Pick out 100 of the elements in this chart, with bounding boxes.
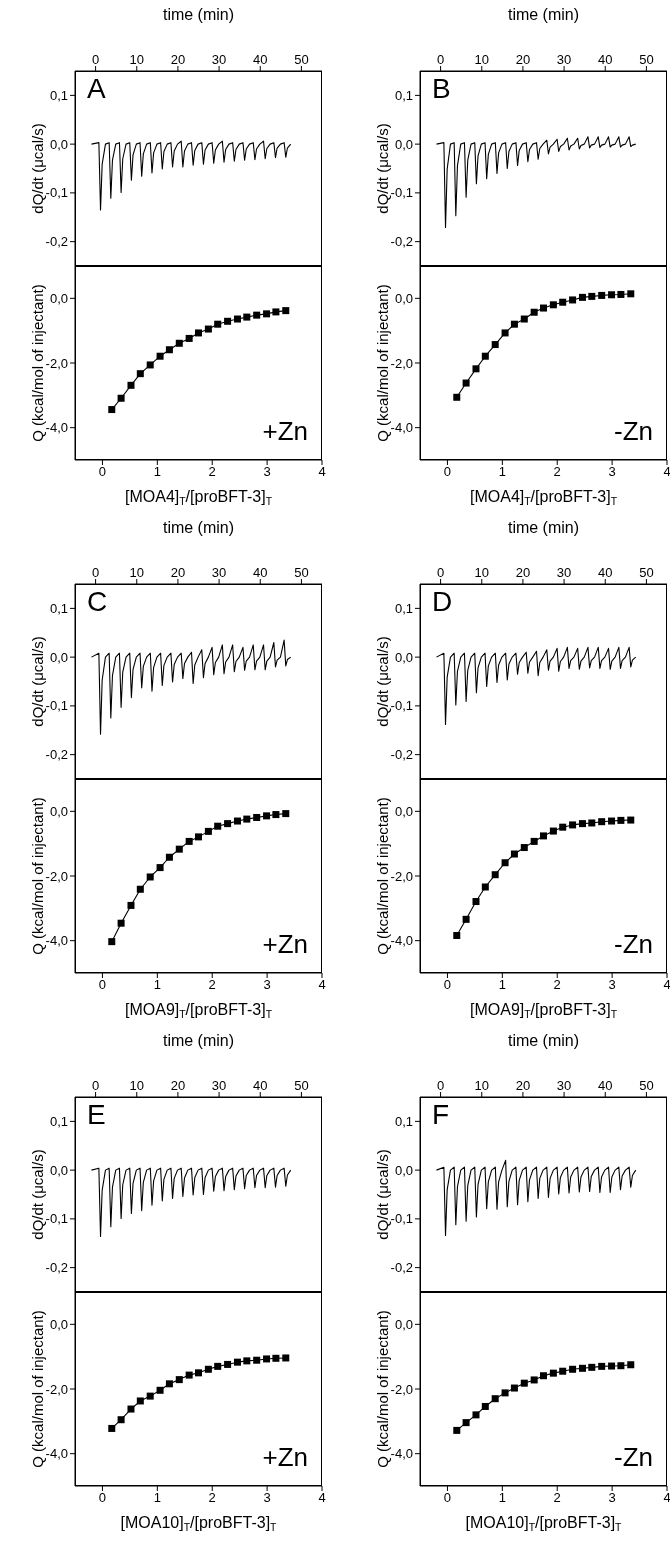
x-tick-label: 0 — [98, 1490, 107, 1506]
y-tick-label: -0,1 — [45, 185, 68, 201]
annotation: +Zn — [262, 929, 308, 959]
y-axis-title: dQ/dt (μcal/s) — [28, 1149, 46, 1240]
annotation: -Zn — [614, 929, 653, 959]
point — [540, 1372, 547, 1380]
point — [569, 1365, 577, 1373]
y-axis-title: Q (kcal/mol of injectant) — [28, 284, 46, 442]
y-tick-label: -0,2 — [45, 234, 68, 250]
y-tick-label: -4,0 — [45, 1446, 68, 1462]
point — [117, 1416, 125, 1424]
point — [627, 290, 635, 298]
point — [530, 308, 538, 316]
point — [263, 310, 271, 318]
point — [453, 1426, 461, 1434]
point — [185, 837, 193, 845]
x-tick-label: 40 — [598, 565, 613, 580]
point — [233, 817, 241, 825]
annotation: F — [432, 1099, 450, 1130]
point — [272, 1354, 280, 1362]
x-tick-label: 10 — [129, 1078, 144, 1093]
point — [127, 1405, 135, 1413]
point — [214, 822, 222, 830]
x-tick-label: 3 — [263, 977, 271, 993]
x-axis-title: [MOA4]$_{T}$/[proBFT-3]$_{T}$ — [470, 488, 618, 507]
x-tick-label: 2 — [208, 1490, 216, 1506]
point — [146, 873, 154, 881]
point — [578, 1364, 586, 1372]
point — [569, 821, 577, 829]
x-tick-label: 4 — [318, 1490, 326, 1506]
point — [472, 365, 480, 373]
y-tick-label: -0,1 — [390, 1211, 413, 1227]
point — [165, 1380, 173, 1388]
x-tick-label: 10 — [129, 52, 144, 67]
point — [598, 818, 606, 826]
x-tick-label: 2 — [553, 464, 561, 480]
x-tick-label: 2 — [208, 464, 216, 480]
point — [108, 938, 116, 946]
y-tick-label: 0,0 — [49, 290, 68, 306]
y-axis-title: dQ/dt (μcal/s) — [28, 123, 46, 214]
y-tick-label: 0,1 — [394, 87, 413, 103]
x-tick-label: 3 — [608, 977, 616, 993]
point — [569, 296, 577, 304]
point — [224, 317, 232, 325]
point — [243, 1357, 251, 1365]
x-tick-label: 0 — [98, 464, 107, 480]
annotation: E — [87, 1099, 106, 1130]
y-tick-label: 0,1 — [394, 600, 413, 616]
point — [185, 1371, 193, 1379]
point — [549, 1369, 557, 1377]
point — [510, 850, 518, 858]
point — [462, 1419, 470, 1427]
x-tick-label: 20 — [170, 52, 186, 67]
y-axis-title: dQ/dt (μcal/s) — [28, 636, 46, 727]
point — [608, 291, 616, 299]
x-tick-label: 0 — [91, 52, 100, 67]
y-axis-title: Q (kcal/mol of injectant) — [373, 1310, 391, 1468]
y-axis-title: dQ/dt (μcal/s) — [373, 636, 391, 727]
point — [617, 816, 625, 824]
x-tick-label: 2 — [553, 1490, 561, 1506]
y-tick-label: 0,0 — [49, 136, 68, 152]
x-tick-label: 40 — [598, 1078, 613, 1093]
annotation: C — [87, 586, 108, 617]
x-tick-label: 40 — [253, 565, 268, 580]
x-tick-label: 4 — [318, 977, 326, 993]
y-tick-label: 0,1 — [394, 1113, 413, 1129]
x-tick-label: 0 — [98, 977, 107, 993]
y-tick-label: -4,0 — [390, 933, 413, 949]
line-series — [435, 136, 637, 229]
y-tick-label: -2,0 — [45, 868, 68, 884]
x-tick-label: 3 — [263, 464, 271, 480]
y-tick-label: -4,0 — [390, 1446, 413, 1462]
x-tick-label: 10 — [474, 1078, 489, 1093]
point — [540, 832, 547, 840]
y-tick-label: -2,0 — [45, 355, 68, 371]
x-tick-label: 0 — [436, 52, 445, 67]
y-axis-title: Q (kcal/mol of injectant) — [28, 797, 46, 955]
x-axis-title: time (min) — [162, 519, 235, 536]
y-tick-label: 0,0 — [49, 1316, 68, 1332]
x-tick-label: 1 — [498, 977, 506, 993]
y-tick-label: 0,0 — [394, 1316, 413, 1332]
x-tick-label: 30 — [556, 565, 572, 580]
point — [165, 346, 173, 354]
point — [510, 320, 518, 328]
point — [520, 1379, 528, 1387]
y-tick-label: -2,0 — [45, 1381, 68, 1397]
x-tick-label: 30 — [556, 1078, 572, 1093]
y-tick-label: 0,1 — [49, 600, 68, 616]
point — [530, 1376, 538, 1384]
point — [588, 819, 596, 827]
point — [501, 1389, 509, 1397]
annotation: -Zn — [614, 1442, 653, 1472]
point — [233, 315, 241, 323]
point — [559, 298, 567, 306]
point — [214, 1362, 222, 1370]
x-tick-label: 1 — [498, 464, 506, 480]
x-tick-label: 50 — [639, 1078, 654, 1093]
point — [195, 833, 202, 841]
x-tick-label: 0 — [443, 464, 452, 480]
y-tick-label: -0,2 — [390, 1260, 413, 1276]
